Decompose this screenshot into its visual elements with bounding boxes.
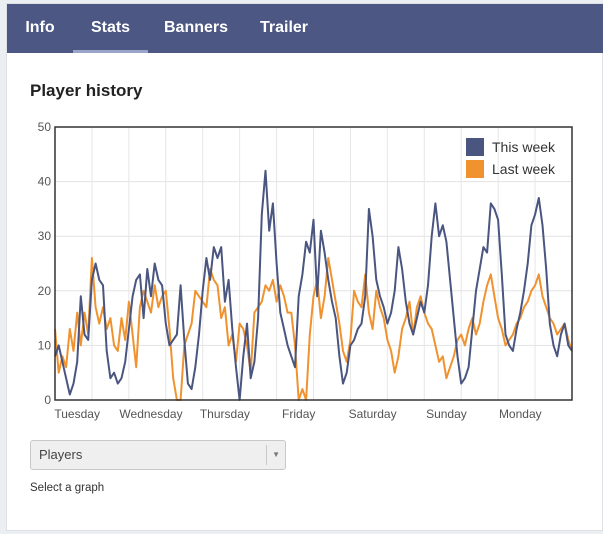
- plot-frame: [54, 126, 573, 401]
- legend-label: This week: [492, 139, 556, 155]
- legend-swatch: [466, 138, 484, 156]
- y-tick-label: 40: [38, 175, 52, 189]
- chevron-down-icon[interactable]: ▼: [272, 450, 280, 459]
- legend-swatch: [466, 160, 484, 178]
- x-tick-label: Wednesday: [119, 407, 182, 421]
- series-line-last-week: [54, 257, 573, 401]
- graph-select-hint: Select a graph: [30, 482, 105, 494]
- x-tick-label: Friday: [282, 407, 315, 421]
- x-tick-label: Saturday: [349, 407, 397, 421]
- tab-trailer[interactable]: Trailer: [259, 19, 309, 36]
- tab-banners[interactable]: Banners: [163, 19, 229, 36]
- y-tick-label: 20: [38, 284, 52, 298]
- graph-select-value: Players: [39, 447, 83, 462]
- tab-info[interactable]: Info: [25, 19, 55, 36]
- y-tick-label: 50: [38, 120, 52, 134]
- tab-stats[interactable]: Stats: [73, 4, 148, 53]
- x-tick-label: Monday: [499, 407, 542, 421]
- x-tick-label: Sunday: [426, 407, 467, 421]
- tab-bar: Info Stats Banners Trailer: [7, 4, 603, 53]
- section-title: Player history: [30, 81, 143, 100]
- x-tick-label: Tuesday: [54, 407, 100, 421]
- y-tick-label: 30: [38, 229, 52, 243]
- y-tick-label: 0: [44, 393, 51, 407]
- y-tick-label: 10: [38, 338, 52, 352]
- graph-select[interactable]: Players ▼: [30, 440, 286, 470]
- select-divider: [266, 445, 267, 465]
- legend-label: Last week: [492, 161, 556, 177]
- x-tick-label: Thursday: [200, 407, 250, 421]
- series-line-this-week: [54, 169, 573, 401]
